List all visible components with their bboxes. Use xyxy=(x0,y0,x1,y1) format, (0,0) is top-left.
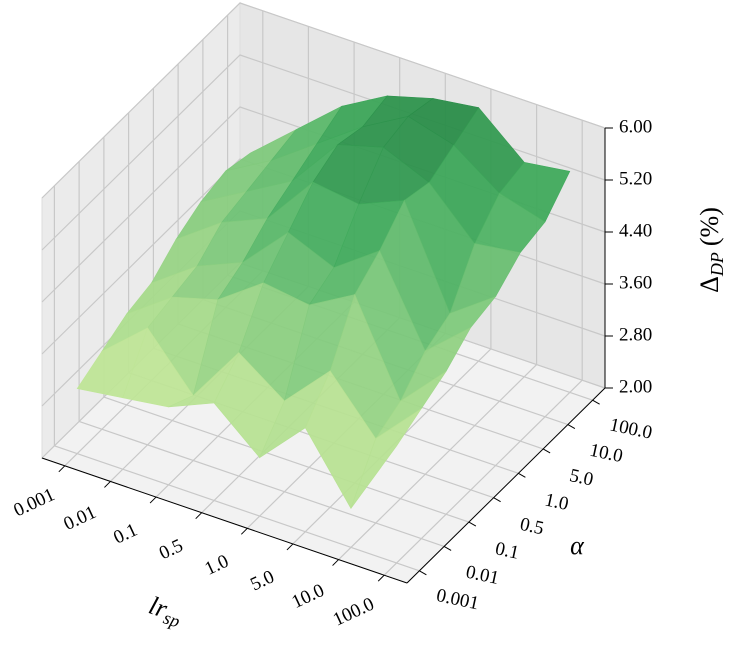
y-tick-label: 10.0 xyxy=(588,440,625,467)
z-tick-label: 2.00 xyxy=(619,376,652,397)
x-tick xyxy=(58,465,66,473)
x-tick-label: 10.0 xyxy=(289,580,328,613)
y-tick xyxy=(468,521,477,527)
y-tick-label: 1.0 xyxy=(543,489,571,514)
x-tick-label: 0.01 xyxy=(60,502,99,535)
x-tick xyxy=(149,496,157,504)
y-tick xyxy=(592,399,600,405)
z-label-main: Δ xyxy=(695,276,724,293)
surface-face xyxy=(350,408,422,509)
y-tick-label: 0.5 xyxy=(518,514,546,539)
y-tick-label: 0.1 xyxy=(493,538,521,563)
y-tick xyxy=(518,472,526,478)
z-axis-label: ΔDP (%) xyxy=(695,207,727,293)
x-tick xyxy=(332,559,339,566)
y-axis-label: α xyxy=(570,531,585,560)
z-label-sub: DP xyxy=(707,252,727,277)
y-tick-label: 5.0 xyxy=(568,465,596,490)
x-tick-label: 0.5 xyxy=(156,535,186,564)
y-tick-label: 100.0 xyxy=(608,414,654,443)
y-tick xyxy=(542,448,551,454)
y-tick-label: 0.01 xyxy=(464,562,501,589)
x-tick-label: 1.0 xyxy=(202,551,232,580)
x-axis-line xyxy=(41,457,408,584)
x-tick xyxy=(377,574,385,582)
surface xyxy=(76,95,571,510)
x-tick-label: 100.0 xyxy=(330,594,378,631)
x-tick xyxy=(286,543,294,551)
y-tick xyxy=(419,570,427,576)
x-tick-label: 5.0 xyxy=(247,566,277,595)
z-label-unit: (%) xyxy=(695,207,724,246)
x-tick xyxy=(240,527,248,535)
x-tick xyxy=(104,481,111,488)
x-label-sub: sp xyxy=(161,608,182,632)
z-tick-label: 2.80 xyxy=(619,324,652,345)
y-tick xyxy=(493,497,501,503)
z-tick-label: 5.20 xyxy=(619,168,652,189)
z-tick-label: 6.00 xyxy=(619,116,652,137)
x-tick xyxy=(195,512,203,520)
y-tick xyxy=(443,546,452,551)
z-tick-label: 3.60 xyxy=(619,272,652,293)
y-tick-label: 0.001 xyxy=(435,585,481,614)
x-axis-label: lrsp xyxy=(144,591,186,632)
grid-line xyxy=(41,2,606,199)
y-tick xyxy=(567,424,576,429)
x-tick-label: 0.001 xyxy=(11,484,59,521)
y-axis-line xyxy=(406,387,606,584)
x-tick-label: 0.1 xyxy=(110,519,140,548)
z-tick-label: 4.40 xyxy=(619,220,652,241)
